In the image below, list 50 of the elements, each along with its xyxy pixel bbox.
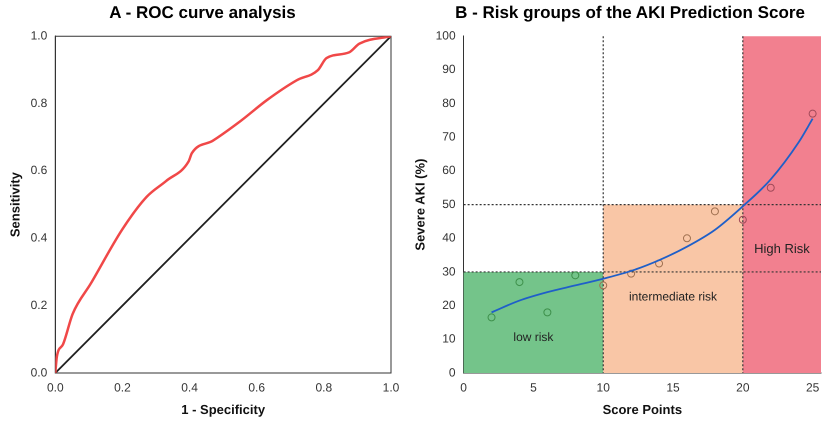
chart-title: B - Risk groups of the AKI Prediction Score xyxy=(454,2,806,24)
band-label: High Risk xyxy=(754,241,810,256)
x-tick-label: 25 xyxy=(806,380,820,395)
x-tick-label: 0.6 xyxy=(248,380,266,395)
x-axis-title: 1 - Specificity xyxy=(181,402,266,417)
point xyxy=(738,216,747,224)
y-axis-title: Sensitivity xyxy=(7,171,22,238)
x-tick-label: 1.0 xyxy=(382,380,400,395)
y-tick-label: 0.0 xyxy=(30,365,48,380)
y-tick-label: 20 xyxy=(442,298,456,312)
x-axis-title: Score Points xyxy=(602,402,682,417)
y-tick-label: 30 xyxy=(442,264,456,278)
x-tick-label: 5 xyxy=(530,380,538,395)
x-tick-label: 0 xyxy=(460,380,468,395)
y-tick-label: 70 xyxy=(442,130,456,144)
x-tick-label: 20 xyxy=(736,380,750,395)
x-tick-label: 0.0 xyxy=(46,380,64,395)
y-tick-label: 50 xyxy=(442,196,456,211)
y-tick-label: 90 xyxy=(442,62,456,76)
y-tick-label: 0.2 xyxy=(30,298,48,312)
y-tick-label: 0.4 xyxy=(30,230,48,245)
x-tick-label: 0.4 xyxy=(181,380,198,395)
y-tick-label: 0 xyxy=(448,365,456,380)
chart-title: A - ROC curve analysis xyxy=(108,2,297,24)
point xyxy=(571,271,580,280)
y-tick-label: 10 xyxy=(442,332,456,346)
x-tick-label: 0.2 xyxy=(114,380,132,395)
point xyxy=(710,207,719,216)
point xyxy=(766,184,775,192)
x-tick-label: 15 xyxy=(666,380,680,395)
point xyxy=(627,270,636,278)
y-tick-label: 80 xyxy=(442,96,456,110)
y-axis-title: Severe AKI (%) xyxy=(412,158,428,251)
x-tick-label: 10 xyxy=(596,380,610,395)
x-tick-label: 0.8 xyxy=(316,380,333,395)
y-tick-label: 1.0 xyxy=(30,28,48,43)
line-series xyxy=(55,36,391,373)
point xyxy=(808,110,817,118)
point xyxy=(682,234,691,242)
y-tick-label: 40 xyxy=(442,230,456,245)
y-tick-label: 0.6 xyxy=(30,163,48,178)
y-tick-label: 100 xyxy=(436,28,456,43)
point xyxy=(543,308,552,316)
point xyxy=(488,313,496,322)
band-label: intermediate risk xyxy=(629,289,718,304)
point xyxy=(515,278,524,286)
band-label: low risk xyxy=(513,330,554,344)
y-tick-label: 60 xyxy=(442,163,456,178)
point xyxy=(599,281,608,290)
y-tick-label: 0.8 xyxy=(30,96,48,110)
